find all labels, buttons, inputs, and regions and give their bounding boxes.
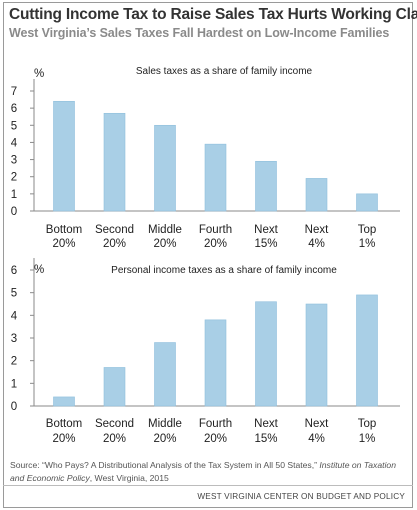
figure-title: Cutting Income Tax to Raise Sales Tax Hu… xyxy=(9,6,417,23)
x-tick-label-2-4: Fourth xyxy=(199,418,232,430)
bar-1-1 xyxy=(53,100,75,212)
bar-2-3 xyxy=(154,342,176,407)
source-note: Source: “Who Pays? A Distributional Anal… xyxy=(10,459,408,484)
y-tick-label-2: 2 xyxy=(11,356,17,368)
x-tick-label-1-3: Middle xyxy=(148,224,182,236)
y-tick-label-1: 2 xyxy=(11,172,17,184)
y-tick-label-1: 3 xyxy=(11,155,17,167)
bar-2-7 xyxy=(356,294,378,407)
x-tick-label-1-7: Top xyxy=(358,224,377,236)
y-tick-label-1: 0 xyxy=(11,206,17,218)
x-tick-label-1-2: Second xyxy=(95,224,134,236)
footer-org: WEST VIRGINIA CENTER ON BUDGET AND POLIC… xyxy=(197,492,405,501)
y-tick-label-1: 5 xyxy=(11,120,17,132)
bar-1-7 xyxy=(356,193,378,212)
bar-2-2 xyxy=(103,367,126,407)
x-tick-sublabel-1-6: 4% xyxy=(308,238,325,250)
x-tick-sublabel-1-1: 20% xyxy=(52,238,75,250)
x-tick-sublabel-1-4: 20% xyxy=(204,238,227,250)
x-tick-sublabel-2-7: 1% xyxy=(359,433,376,445)
x-tick-sublabel-2-6: 4% xyxy=(308,433,325,445)
x-tick-sublabel-1-2: 20% xyxy=(103,238,126,250)
y-tick-label-2: 0 xyxy=(11,401,17,413)
y-tick-label-2: 6 xyxy=(11,265,17,277)
figure-frame xyxy=(3,2,413,508)
x-tick-label-1-5: Next xyxy=(254,224,278,236)
x-tick-label-2-5: Next xyxy=(254,418,278,430)
x-tick-label-2-1: Bottom xyxy=(46,418,82,430)
x-tick-sublabel-2-3: 20% xyxy=(153,433,176,445)
x-tick-label-1-6: Next xyxy=(305,224,329,236)
bar-1-3 xyxy=(154,124,176,212)
panel-title-2: Personal income taxes as a share of fami… xyxy=(111,265,337,276)
bar-2-4 xyxy=(204,319,227,407)
bar-1-4 xyxy=(204,143,227,212)
bar-2-5 xyxy=(255,301,277,407)
source-prefix: Source: “Who Pays? A Distributional Anal… xyxy=(10,460,317,470)
unit-label-2: % xyxy=(34,264,44,276)
x-tick-label-2-2: Second xyxy=(95,418,134,430)
bar-2-6 xyxy=(305,303,328,407)
x-tick-sublabel-1-3: 20% xyxy=(153,238,176,250)
unit-label-1: % xyxy=(34,68,44,80)
bar-1-6 xyxy=(305,178,328,212)
y-tick-label-1: 7 xyxy=(11,86,17,98)
x-tick-label-1-4: Fourth xyxy=(199,224,232,236)
y-tick-label-2: 5 xyxy=(11,288,17,300)
y-tick-label-1: 4 xyxy=(11,137,18,149)
x-tick-sublabel-2-1: 20% xyxy=(52,433,75,445)
figure-subtitle: West Virginia’s Sales Taxes Fall Hardest… xyxy=(9,26,390,40)
x-tick-sublabel-2-2: 20% xyxy=(103,433,126,445)
x-tick-label-2-7: Top xyxy=(358,418,377,430)
source-suffix: , West Virginia, 2015 xyxy=(89,472,169,483)
y-tick-label-2: 4 xyxy=(11,310,18,322)
y-tick-label-1: 1 xyxy=(11,189,17,201)
bar-1-2 xyxy=(103,112,126,212)
panel-title-1: Sales taxes as a share of family income xyxy=(136,66,313,77)
x-tick-label-2-3: Middle xyxy=(148,418,182,430)
bar-1-5 xyxy=(255,160,277,212)
bar-2-1 xyxy=(53,396,75,407)
x-tick-label-2-6: Next xyxy=(305,418,329,430)
x-tick-sublabel-1-5: 15% xyxy=(254,238,277,250)
y-tick-label-2: 1 xyxy=(11,378,17,390)
x-tick-label-1-1: Bottom xyxy=(46,224,82,236)
y-tick-label-1: 6 xyxy=(11,103,17,115)
source-publisher: Institute on Taxation and Economic Polic… xyxy=(10,460,396,483)
footer-divider xyxy=(3,485,413,486)
x-tick-sublabel-2-5: 15% xyxy=(254,433,277,445)
x-tick-sublabel-1-7: 1% xyxy=(359,238,376,250)
y-tick-label-2: 3 xyxy=(11,333,17,345)
x-tick-sublabel-2-4: 20% xyxy=(204,433,227,445)
